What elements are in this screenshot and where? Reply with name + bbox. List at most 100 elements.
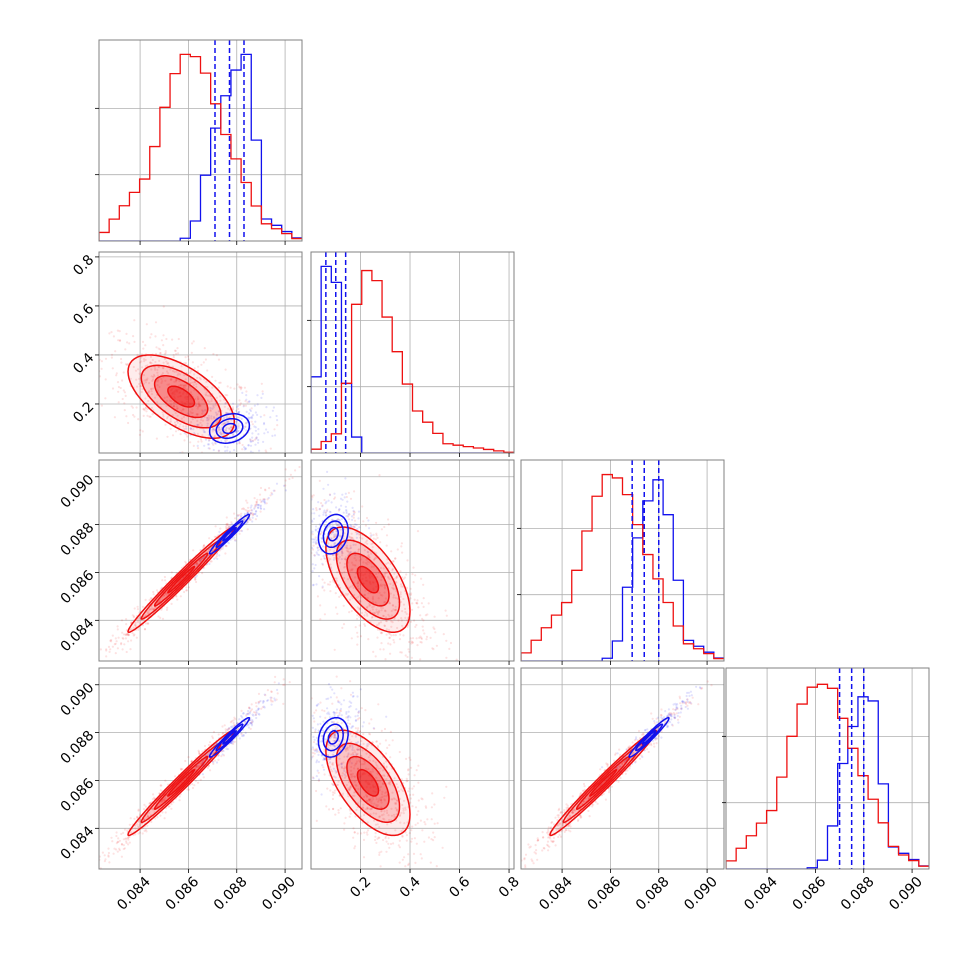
scatter-point xyxy=(237,407,240,411)
scatter-point xyxy=(218,530,221,534)
scatter-point xyxy=(217,386,220,389)
scatter-point xyxy=(227,525,230,528)
scatter-point xyxy=(173,349,177,352)
scatter-point xyxy=(416,822,419,825)
scatter-point xyxy=(433,836,436,839)
scatter-point xyxy=(220,423,224,426)
scatter-point xyxy=(379,785,382,789)
scatter-point xyxy=(354,530,357,534)
scatter-point xyxy=(251,423,254,426)
scatter-point xyxy=(119,339,122,342)
scatter-point xyxy=(236,416,239,419)
scatter-point xyxy=(372,812,375,815)
scatter-point xyxy=(372,605,375,608)
scatter-point xyxy=(258,493,262,496)
scatter-point xyxy=(377,799,380,802)
blue-contour xyxy=(208,413,251,444)
scatter-point xyxy=(536,858,539,861)
scatter-point xyxy=(338,713,341,717)
scatter-point xyxy=(339,535,342,538)
scatter-point xyxy=(362,806,365,810)
scatter-point xyxy=(384,616,388,619)
scatter-point xyxy=(217,733,220,736)
scatter-point xyxy=(269,447,272,450)
scatter-point xyxy=(346,578,349,581)
scatter-point xyxy=(126,341,129,344)
scatter-point xyxy=(133,415,136,418)
scatter-point xyxy=(227,421,230,424)
scatter-point xyxy=(379,621,383,624)
scatter-point xyxy=(408,787,411,790)
scatter-point xyxy=(356,614,359,617)
scatter-point xyxy=(336,524,339,527)
scatter-point xyxy=(201,434,204,437)
scatter-point xyxy=(240,732,243,735)
scatter-point xyxy=(371,615,374,619)
scatter-point xyxy=(332,775,336,778)
scatter-point xyxy=(382,762,385,765)
scatter-point xyxy=(170,378,173,381)
scatter-point xyxy=(227,427,231,430)
scatter-point xyxy=(255,709,258,712)
scatter-point xyxy=(224,401,227,405)
scatter-point xyxy=(357,517,360,520)
scatter-point xyxy=(414,574,417,577)
scatter-point xyxy=(374,538,377,541)
scatter-point xyxy=(146,364,149,367)
scatter-point xyxy=(322,768,326,771)
scatter-point xyxy=(384,587,387,590)
scatter-point xyxy=(343,822,346,825)
scatter-point xyxy=(134,621,137,625)
scatter-point xyxy=(247,726,250,729)
scatter-point xyxy=(133,340,136,343)
scatter-point xyxy=(312,508,315,511)
scatter-point xyxy=(327,728,330,731)
scatter-point xyxy=(254,701,258,705)
scatter-point xyxy=(196,423,199,426)
scatter-point xyxy=(214,441,217,444)
scatter-point xyxy=(99,648,102,651)
scatter-point xyxy=(326,787,329,790)
scatter-point xyxy=(253,425,256,428)
scatter-point xyxy=(409,797,412,800)
scatter-point xyxy=(419,853,422,856)
scatter-point xyxy=(407,863,410,867)
scatter-point xyxy=(312,717,315,720)
red-contour xyxy=(153,755,209,810)
red-density-fill xyxy=(167,769,195,796)
scatter-point xyxy=(150,597,153,600)
scatter-point xyxy=(118,339,121,342)
scatter-point xyxy=(262,700,265,703)
scatter-point xyxy=(364,767,368,770)
scatter-point xyxy=(144,406,147,409)
scatter-point xyxy=(332,793,335,797)
scatter-point xyxy=(273,428,276,431)
scatter-point xyxy=(108,332,111,335)
scatter-point xyxy=(124,637,127,640)
scatter-point xyxy=(420,636,423,640)
scatter-point xyxy=(351,725,354,728)
scatter-point xyxy=(321,709,324,712)
scatter-point xyxy=(252,711,256,714)
scatter-point xyxy=(323,758,326,761)
scatter-point xyxy=(399,633,402,636)
scatter-point xyxy=(215,761,219,764)
scatter-point xyxy=(198,765,201,768)
scatter-point xyxy=(259,504,262,507)
scatter-point xyxy=(316,723,319,726)
scatter-point xyxy=(372,798,375,801)
scatter-point xyxy=(217,754,220,757)
scatter-point xyxy=(202,429,205,432)
scatter-point xyxy=(365,539,368,542)
scatter-point xyxy=(187,355,190,358)
scatter-point xyxy=(405,586,408,590)
scatter-point xyxy=(422,597,425,600)
scatter-point xyxy=(242,733,245,737)
scatter-point xyxy=(349,773,353,776)
scatter-point xyxy=(392,604,395,607)
scatter-point xyxy=(274,699,277,702)
scatter-point xyxy=(211,407,214,410)
scatter-point xyxy=(165,370,169,373)
scatter-point xyxy=(254,713,257,717)
scatter-point xyxy=(163,594,166,597)
